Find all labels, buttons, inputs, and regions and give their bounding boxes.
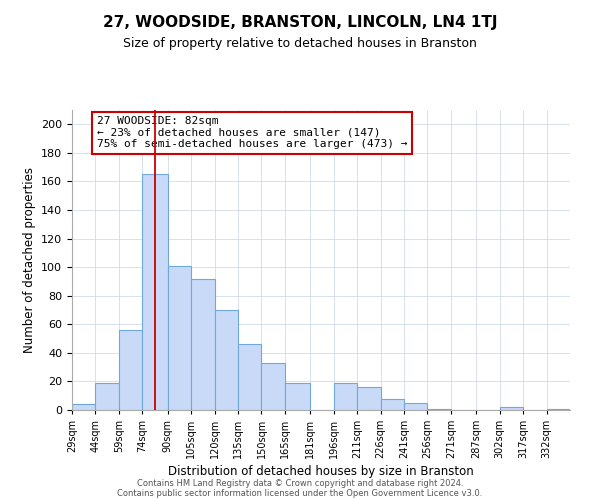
- Bar: [404, 403, 427, 410]
- Bar: [215, 310, 238, 410]
- Bar: [380, 398, 404, 410]
- Bar: [142, 174, 167, 410]
- X-axis label: Distribution of detached houses by size in Branston: Distribution of detached houses by size …: [168, 466, 474, 478]
- Bar: [334, 383, 357, 410]
- Bar: [95, 383, 119, 410]
- Text: Contains public sector information licensed under the Open Government Licence v3: Contains public sector information licen…: [118, 488, 482, 498]
- Bar: [500, 407, 523, 410]
- Text: Contains HM Land Registry data © Crown copyright and database right 2024.: Contains HM Land Registry data © Crown c…: [137, 478, 463, 488]
- Bar: [191, 278, 215, 410]
- Bar: [167, 266, 191, 410]
- Bar: [285, 383, 310, 410]
- Bar: [119, 330, 142, 410]
- Bar: [72, 404, 95, 410]
- Bar: [357, 387, 380, 410]
- Text: 27, WOODSIDE, BRANSTON, LINCOLN, LN4 1TJ: 27, WOODSIDE, BRANSTON, LINCOLN, LN4 1TJ: [103, 15, 497, 30]
- Bar: [427, 408, 451, 410]
- Bar: [262, 363, 285, 410]
- Bar: [547, 408, 570, 410]
- Text: Size of property relative to detached houses in Branston: Size of property relative to detached ho…: [123, 38, 477, 51]
- Y-axis label: Number of detached properties: Number of detached properties: [23, 167, 35, 353]
- Bar: [238, 344, 262, 410]
- Text: 27 WOODSIDE: 82sqm
← 23% of detached houses are smaller (147)
75% of semi-detach: 27 WOODSIDE: 82sqm ← 23% of detached hou…: [97, 116, 407, 149]
